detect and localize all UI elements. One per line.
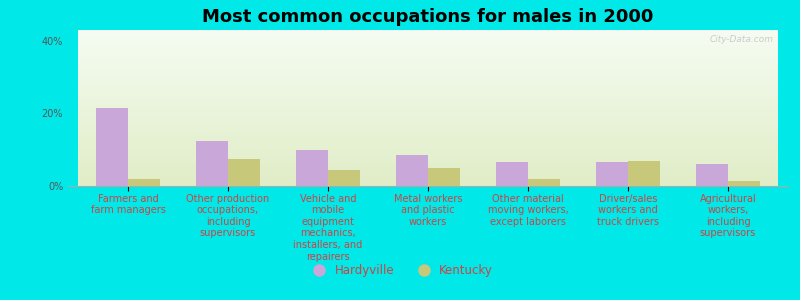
Bar: [496, 162, 528, 186]
Bar: [528, 179, 560, 186]
Bar: [428, 168, 460, 186]
Bar: [396, 155, 428, 186]
Bar: [228, 159, 260, 186]
Bar: [628, 160, 660, 186]
Bar: [196, 141, 228, 186]
Bar: [96, 108, 128, 186]
Legend: Hardyville, Kentucky: Hardyville, Kentucky: [302, 260, 498, 282]
Bar: [596, 162, 628, 186]
Bar: [128, 179, 160, 186]
Text: City-Data.com: City-Data.com: [710, 35, 774, 44]
Bar: [728, 181, 760, 186]
Bar: [328, 170, 360, 186]
Bar: [696, 164, 728, 186]
Title: Most common occupations for males in 2000: Most common occupations for males in 200…: [202, 8, 654, 26]
Bar: [296, 150, 328, 186]
